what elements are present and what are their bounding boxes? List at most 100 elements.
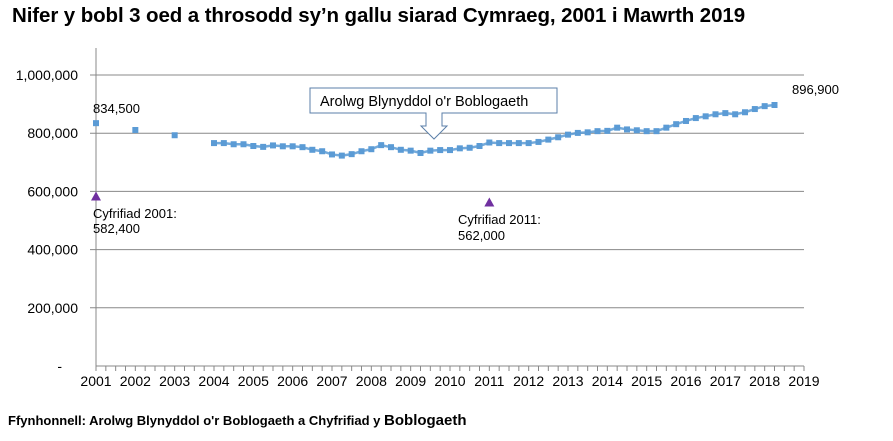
last-aps-value-label: 896,900 [792,82,839,97]
aps-data-point [230,141,237,148]
x-tick-label: 2003 [159,373,190,389]
x-tick-label: 2012 [513,373,544,389]
aps-data-point [397,146,404,153]
x-tick-label: 2016 [670,373,701,389]
aps-data-point [407,147,414,154]
source-suffix: Boblogaeth [384,412,467,429]
aps-data-point [742,109,748,116]
aps-data-point [584,129,591,136]
aps-data-point [289,143,296,150]
x-tick-label: 2011 [474,373,504,389]
x-tick-label: 2014 [592,373,623,389]
aps-data-point [456,145,463,152]
x-tick-label: 2007 [316,373,347,389]
aps-data-point [771,102,778,109]
aps-series-line [214,103,775,157]
census-2011-value: 562,000 [458,228,505,243]
aps-data-point [466,144,473,151]
aps-data-point [732,111,739,118]
aps-data-point [555,134,562,141]
aps-data-point [132,126,139,133]
aps-data-point [329,151,335,158]
y-tick-label: 1,000,000 [16,67,78,83]
aps-data-point [260,143,267,150]
aps-data-point [279,143,286,150]
census-2001-value: 582,400 [93,221,140,236]
aps-data-point [722,110,729,117]
aps-data-point [447,147,453,154]
aps-data-point [614,124,621,131]
callout-box: Arolwg Blynyddol o'r Boblogaeth [309,87,558,140]
aps-data-point [388,144,394,151]
aps-data-point [712,111,719,118]
aps-data-point [751,106,758,113]
aps-data-point [574,129,581,136]
aps-data-point [309,146,316,153]
x-tick-label: 2008 [356,373,387,389]
x-tick-label: 2013 [552,373,583,389]
x-tick-label: 2018 [749,373,780,389]
aps-data-point [604,127,611,134]
y-tick-label: - [57,358,62,374]
aps-data-point [299,144,306,151]
aps-data-point [663,124,670,131]
y-axis-tick-labels: - 200,000 400,000 600,000 800,000 1,000,000 [16,67,79,374]
y-tick-label: 800,000 [27,125,78,141]
aps-data-point [171,132,178,139]
y-tick-label: 600,000 [27,183,78,199]
aps-data-point [761,103,768,110]
aps-data-point [624,126,630,133]
aps-data-point [368,146,375,153]
x-tick-label: 2015 [631,373,662,389]
census-2001-label: Cyfrifiad 2001: [93,206,177,221]
y-tick-label: 200,000 [27,300,78,316]
aps-data-point [486,139,493,146]
x-tick-label: 2006 [277,373,308,389]
x-tick-label: 2009 [395,373,426,389]
aps-data-point [673,121,680,128]
aps-data-point [319,148,326,155]
x-axis-tick-labels: 2001 2002 2003 2004 2005 2006 2007 2008 2009 2010… [80,373,819,389]
x-tick-label: 2019 [788,373,819,389]
aps-data-point [594,128,601,135]
callout-label: Arolwg Blynyddol o'r Boblogaeth [320,94,528,110]
aps-data-point [633,127,640,134]
aps-series-markers [93,102,778,159]
aps-data-point [653,128,660,135]
source-note: Ffynhonnell: Arolwg Blynyddol o'r Boblog… [8,412,467,429]
aps-data-point [417,149,424,156]
x-tick-label: 2002 [120,373,151,389]
x-tick-label: 2017 [710,373,741,389]
aps-data-point [348,151,355,158]
chart-title: Nifer y bobl 3 oed a throsodd sy’n gallu… [12,4,746,27]
source-prefix: Ffynhonnell: Arolwg Blynyddol o'r Boblog… [8,413,381,428]
x-tick-label: 2005 [238,373,269,389]
aps-data-point [692,115,699,122]
aps-data-point [240,141,247,148]
x-tick-label: 2001 [80,373,111,389]
x-tick-label: 2010 [434,373,465,389]
aps-data-point [437,147,444,154]
census-triangle-icon [484,197,495,207]
aps-data-point [545,136,552,143]
aps-data-point [476,143,483,150]
aps-data-point [338,152,345,159]
census-triangle-icon [91,191,101,201]
aps-data-point [702,113,709,120]
census-2011-label: Cyfrifiad 2011: [458,212,541,227]
aps-data-point [358,148,365,155]
aps-data-point [496,140,503,147]
aps-trend-line [214,103,775,157]
aps-data-point [427,147,434,154]
x-tick-label: 2004 [198,373,229,389]
aps-data-point [683,117,689,124]
aps-data-point [220,140,227,147]
first-aps-value-label: 834,500 [93,101,140,116]
aps-data-point [211,140,217,147]
aps-data-point [378,142,385,149]
census-series-markers [91,191,495,207]
axes [95,48,805,371]
gridlines [90,74,804,309]
aps-data-point [515,140,522,147]
